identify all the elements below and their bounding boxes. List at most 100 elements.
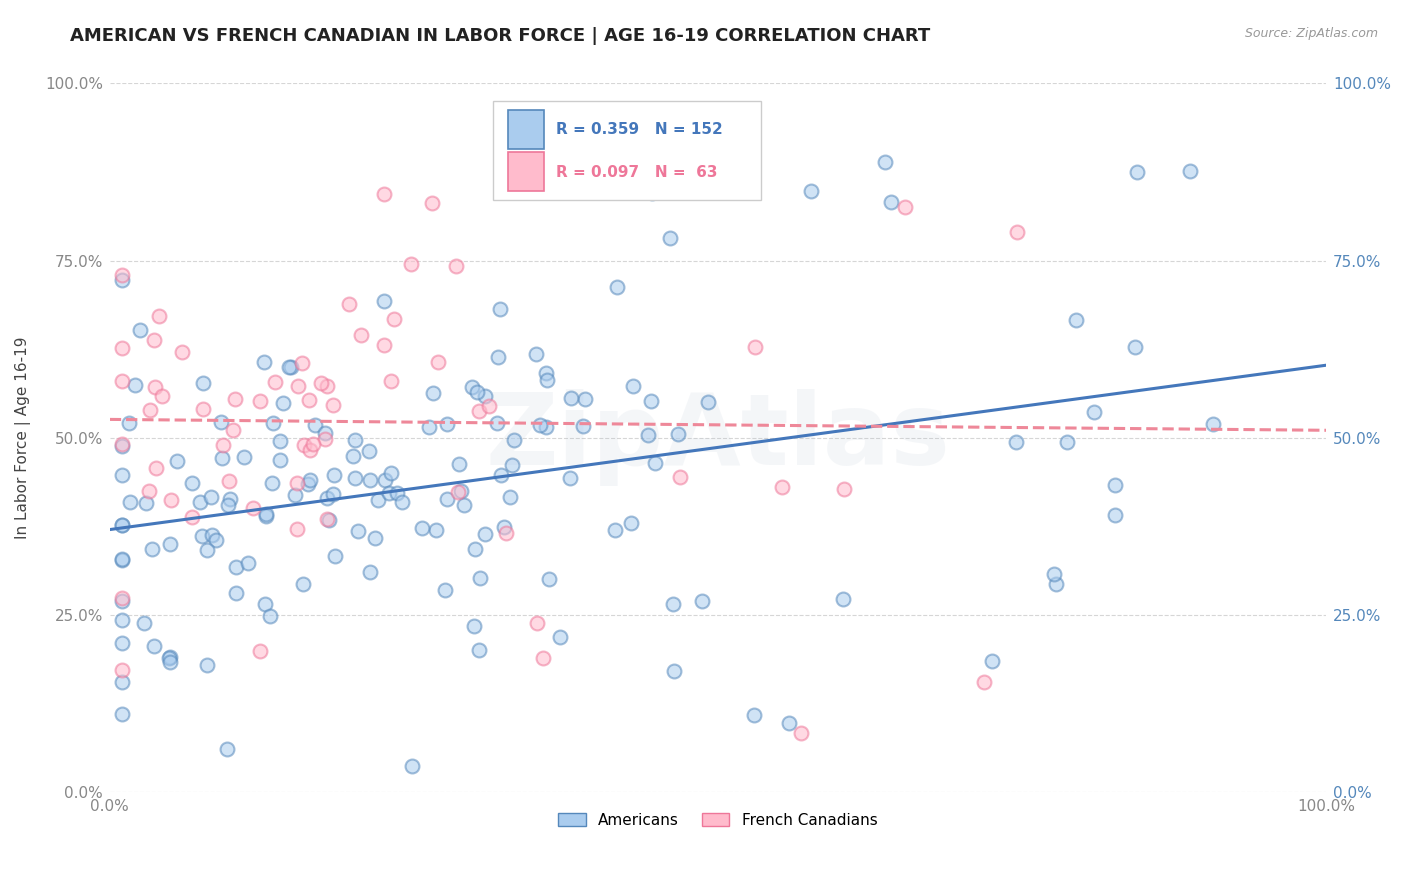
Point bbox=[218, 491, 240, 506]
Point bbox=[382, 311, 405, 326]
Point bbox=[1043, 566, 1066, 581]
Point bbox=[172, 344, 194, 359]
Point bbox=[254, 507, 277, 521]
Point bbox=[139, 403, 162, 417]
Point bbox=[212, 438, 235, 452]
Point bbox=[191, 529, 214, 543]
Point bbox=[111, 552, 134, 566]
Point bbox=[800, 185, 823, 199]
FancyBboxPatch shape bbox=[508, 111, 544, 149]
Point bbox=[666, 426, 689, 441]
Point bbox=[489, 302, 512, 317]
Point bbox=[292, 577, 315, 591]
Point bbox=[269, 434, 291, 448]
Point bbox=[1180, 164, 1202, 178]
Point bbox=[135, 496, 157, 510]
Point bbox=[344, 434, 367, 448]
Point bbox=[298, 392, 321, 407]
Point bbox=[502, 434, 524, 448]
Point bbox=[142, 333, 165, 347]
Point bbox=[468, 643, 491, 657]
Point bbox=[325, 549, 347, 563]
Point bbox=[367, 493, 389, 508]
Legend: Americans, French Canadians: Americans, French Canadians bbox=[553, 806, 883, 834]
Point bbox=[201, 528, 224, 542]
Point bbox=[111, 518, 134, 533]
Point bbox=[537, 572, 560, 586]
Point bbox=[148, 310, 170, 324]
Point bbox=[380, 466, 402, 480]
Point bbox=[641, 186, 664, 200]
Point bbox=[980, 654, 1002, 668]
Point bbox=[191, 376, 214, 390]
Point bbox=[111, 613, 134, 627]
Point bbox=[128, 323, 150, 337]
Point bbox=[143, 380, 166, 394]
Point bbox=[790, 726, 813, 740]
Point bbox=[658, 231, 681, 245]
Point bbox=[159, 655, 181, 669]
Point bbox=[531, 651, 554, 665]
Point bbox=[385, 486, 408, 500]
Point bbox=[621, 379, 644, 393]
Point bbox=[111, 591, 134, 606]
Point bbox=[973, 675, 995, 690]
Point bbox=[190, 495, 212, 509]
Point bbox=[478, 399, 501, 413]
Text: R = 0.359   N = 152: R = 0.359 N = 152 bbox=[557, 122, 723, 137]
Point bbox=[277, 359, 299, 374]
Point bbox=[489, 467, 512, 482]
Point bbox=[1202, 417, 1225, 431]
Point bbox=[1045, 577, 1067, 591]
Point bbox=[205, 533, 228, 548]
Point bbox=[436, 417, 458, 432]
Point bbox=[373, 187, 395, 202]
Point bbox=[447, 484, 470, 499]
Point bbox=[309, 376, 332, 391]
Point bbox=[304, 418, 326, 433]
Point bbox=[359, 473, 381, 487]
Point bbox=[224, 392, 246, 407]
Point bbox=[111, 273, 134, 287]
Point bbox=[778, 716, 800, 731]
Point bbox=[425, 523, 447, 537]
Point bbox=[285, 522, 308, 536]
Point bbox=[225, 559, 247, 574]
Point bbox=[260, 475, 283, 490]
Point bbox=[420, 196, 443, 211]
Point bbox=[637, 427, 659, 442]
Point bbox=[1064, 313, 1087, 327]
Point bbox=[433, 583, 456, 598]
Point bbox=[264, 375, 287, 389]
Point bbox=[378, 485, 401, 500]
Point bbox=[271, 396, 294, 410]
Point bbox=[474, 527, 496, 541]
Point bbox=[875, 155, 897, 169]
Point bbox=[536, 366, 558, 380]
Text: AMERICAN VS FRENCH CANADIAN IN LABOR FORCE | AGE 16-19 CORRELATION CHART: AMERICAN VS FRENCH CANADIAN IN LABOR FOR… bbox=[70, 27, 931, 45]
Point bbox=[217, 499, 239, 513]
Point bbox=[253, 355, 276, 369]
Point bbox=[359, 565, 381, 579]
Point bbox=[287, 379, 309, 393]
Point bbox=[1126, 165, 1149, 179]
Point bbox=[249, 393, 271, 408]
Point bbox=[195, 658, 218, 673]
Point bbox=[111, 675, 134, 690]
Point bbox=[343, 471, 366, 485]
Point bbox=[422, 386, 444, 401]
Point bbox=[215, 742, 238, 756]
Point bbox=[620, 516, 643, 530]
Point bbox=[111, 437, 134, 451]
Point bbox=[159, 649, 181, 664]
Point bbox=[536, 373, 558, 387]
Point bbox=[546, 173, 568, 187]
Point bbox=[526, 616, 548, 631]
Point bbox=[574, 392, 596, 406]
Point bbox=[391, 495, 413, 509]
Point bbox=[460, 380, 482, 394]
Point bbox=[111, 707, 134, 722]
Point bbox=[380, 374, 402, 388]
Point bbox=[111, 268, 134, 282]
Point bbox=[486, 351, 509, 365]
